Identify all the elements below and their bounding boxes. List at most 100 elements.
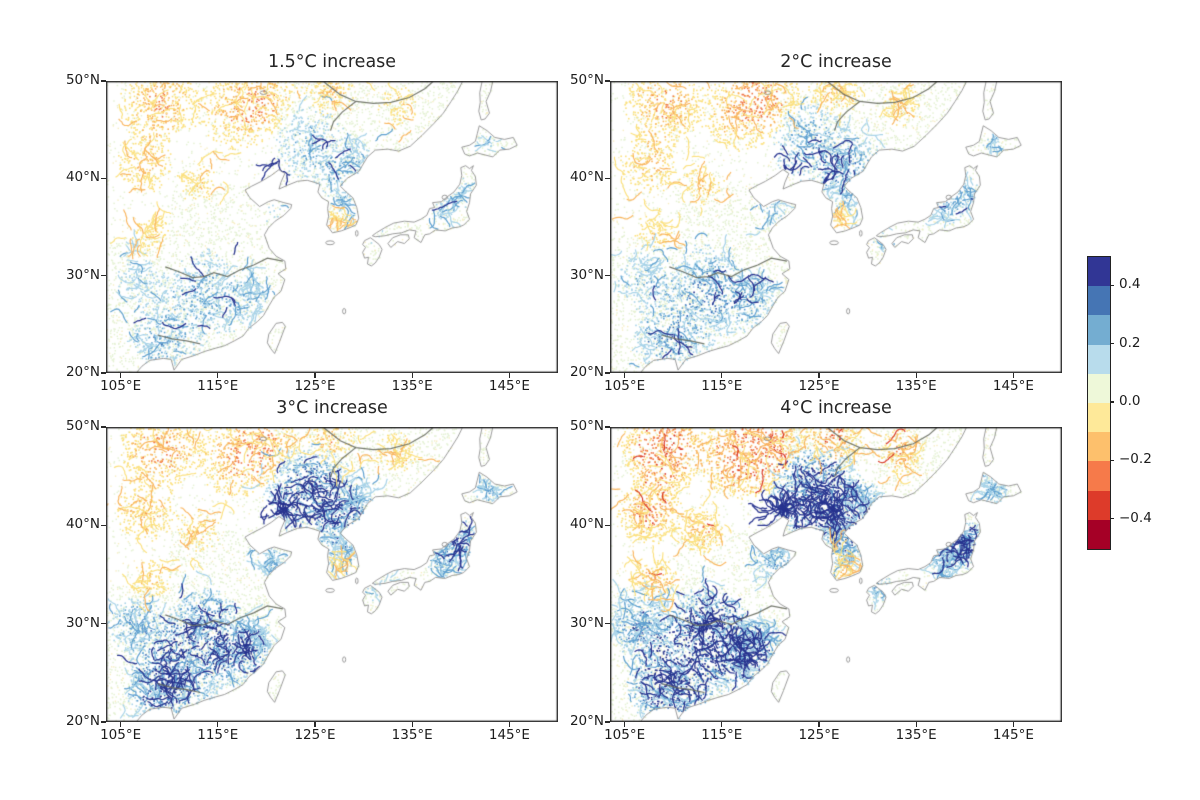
colorbar-tick-label: 0.0 <box>1119 393 1141 409</box>
y-tick-mark <box>605 80 610 82</box>
colorbar-tick-mark <box>1110 401 1114 403</box>
colorbar-tick-label: −0.2 <box>1119 451 1152 468</box>
y-tick-label: 40°N <box>65 516 100 533</box>
colorbar-segment <box>1088 402 1110 433</box>
colorbar-segment <box>1088 344 1110 374</box>
x-tick-label: 105°E <box>100 378 142 394</box>
x-tick-label: 135°E <box>895 378 937 394</box>
y-tick-mark <box>605 177 610 179</box>
x-tick-label: 115°E <box>197 727 239 743</box>
x-tick-mark <box>818 722 820 727</box>
x-tick-mark <box>411 722 413 727</box>
colorbar-segment <box>1088 286 1110 316</box>
y-tick-mark <box>101 623 106 625</box>
x-tick-mark <box>119 373 122 378</box>
map-canvas-2 <box>610 81 1062 373</box>
x-tick-label: 125°E <box>798 727 840 743</box>
y-tick-mark <box>101 721 106 723</box>
y-tick-mark <box>605 623 610 625</box>
x-tick-label: 135°E <box>391 378 433 394</box>
y-tick-label: 20°N <box>65 364 100 380</box>
colorbar-segment <box>1088 315 1110 345</box>
colorbar-tick-mark <box>1110 459 1114 461</box>
x-tick-mark <box>721 722 723 727</box>
x-tick-label: 145°E <box>992 727 1034 743</box>
colorbar-segment <box>1088 432 1110 462</box>
x-tick-mark <box>119 722 122 727</box>
y-tick-label: 40°N <box>569 516 604 533</box>
y-tick-mark <box>101 524 106 526</box>
x-tick-mark <box>508 722 510 727</box>
x-tick-label: 135°E <box>391 727 433 743</box>
x-tick-mark <box>1012 722 1014 727</box>
x-tick-label: 105°E <box>604 727 646 743</box>
x-tick-mark <box>411 373 413 378</box>
colorbar-segment <box>1088 373 1110 403</box>
colorbar-tick-label: −0.4 <box>1119 509 1152 526</box>
x-tick-mark <box>217 373 219 378</box>
x-tick-mark <box>508 373 510 378</box>
x-tick-mark <box>721 373 723 378</box>
map-canvas-4 <box>610 427 1062 722</box>
map-canvas-3 <box>106 427 558 722</box>
colorbar-swatches <box>1087 256 1111 550</box>
y-tick-mark <box>605 372 610 374</box>
x-tick-label: 145°E <box>488 727 530 743</box>
colorbar-tick-mark <box>1110 518 1114 520</box>
y-tick-mark <box>101 275 106 277</box>
x-tick-mark <box>1012 373 1014 378</box>
colorbar-segment <box>1088 257 1110 287</box>
y-tick-mark <box>101 177 106 179</box>
colorbar-tick-mark <box>1110 343 1114 345</box>
y-tick-mark <box>605 721 610 723</box>
y-tick-mark <box>605 275 610 277</box>
x-tick-label: 125°E <box>798 378 840 394</box>
panel-1-title: 1.5°C increase <box>267 52 397 72</box>
x-tick-mark <box>314 722 316 727</box>
x-tick-label: 145°E <box>488 378 530 394</box>
x-tick-mark <box>818 373 820 378</box>
x-tick-mark <box>623 722 626 727</box>
x-tick-label: 115°E <box>701 378 743 394</box>
y-tick-mark <box>101 372 106 374</box>
colorbar-tick-label: 0.4 <box>1119 276 1141 293</box>
x-tick-label: 145°E <box>992 378 1034 394</box>
y-tick-mark <box>101 80 106 82</box>
x-tick-mark <box>217 722 219 727</box>
y-tick-mark <box>101 426 106 428</box>
x-tick-mark <box>915 373 917 378</box>
map-panel-3: 3°C increase 50°N 40°N 30°N 20°N 105°E 115°E 1… <box>66 398 558 743</box>
y-tick-label: 50°N <box>569 418 604 434</box>
y-tick-label: 30°N <box>65 614 100 631</box>
y-tick-label: 30°N <box>569 614 604 631</box>
y-tick-mark <box>605 524 610 526</box>
y-tick-label: 20°N <box>65 713 100 729</box>
colorbar-segment <box>1088 461 1110 491</box>
colorbar-tick-label: 0.2 <box>1119 334 1141 351</box>
y-tick-label: 50°N <box>65 72 100 88</box>
x-tick-label: 125°E <box>294 378 336 394</box>
y-tick-mark <box>605 426 610 428</box>
x-tick-label: 105°E <box>604 378 646 394</box>
x-tick-label: 125°E <box>294 727 336 743</box>
y-tick-label: 20°N <box>569 364 604 380</box>
panel-4-title: 4°C increase <box>780 398 892 418</box>
x-tick-label: 135°E <box>895 727 937 743</box>
colorbar-segment <box>1088 490 1110 520</box>
x-tick-mark <box>314 373 316 378</box>
panel-2-title: 2°C increase <box>780 52 892 72</box>
y-tick-label: 50°N <box>569 72 604 88</box>
y-tick-label: 40°N <box>65 169 100 186</box>
x-tick-label: 105°E <box>100 727 142 743</box>
x-tick-label: 115°E <box>197 378 239 394</box>
panel-3-title: 3°C increase <box>276 398 388 418</box>
y-tick-label: 30°N <box>65 266 100 283</box>
map-panel-4: 4°C increase 50°N 40°N 30°N 20°N 105°E 115°E 1… <box>570 398 1062 743</box>
colorbar-tick-mark <box>1110 284 1114 286</box>
map-panel-1: 1.5°C increase 50°N 40°N 30°N 20°N 105°E 115°… <box>66 52 558 394</box>
y-tick-label: 20°N <box>569 713 604 729</box>
y-tick-label: 50°N <box>65 418 100 434</box>
colorbar-segment <box>1088 519 1110 549</box>
colorbar: 0.4 0.2 0.0 −0.2 −0.4 <box>1087 256 1152 550</box>
map-panel-2: 2°C increase 50°N 40°N 30°N 20°N 105°E 115°E 1… <box>570 52 1062 394</box>
